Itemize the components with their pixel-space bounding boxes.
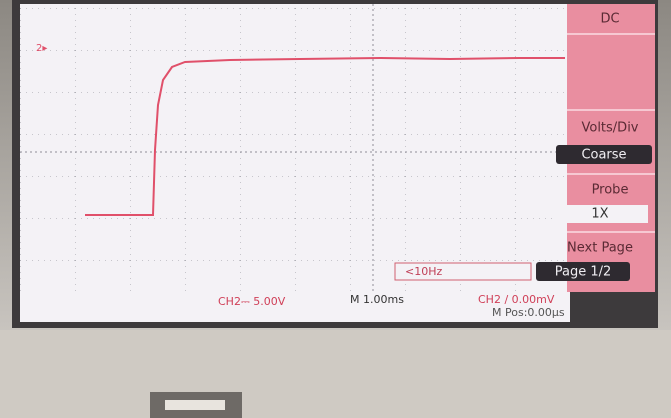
menu-next-page[interactable]: Next Page: [567, 241, 633, 256]
menu-volts-div-value[interactable]: Coarse: [581, 148, 626, 163]
trigger-level: CH2 ∕ 0.00mV: [478, 293, 555, 306]
channel-scale: CH2⎓ 5.00V: [218, 295, 286, 308]
position: M Pos:0.00μs: [492, 306, 565, 319]
usb-slot: [165, 400, 225, 410]
menu-page-value[interactable]: Page 1/2: [555, 265, 612, 280]
time-base: M 1.00ms: [350, 293, 404, 306]
trigger-freq-box: [394, 262, 532, 281]
channel-marker: 2▸: [36, 43, 47, 54]
menu-value-box: [552, 205, 648, 223]
menu-value-box: [536, 262, 630, 281]
trigger-frequency: <10Hz: [405, 265, 442, 278]
menu-value-box: [556, 145, 652, 164]
waveform-trace: [85, 56, 565, 216]
menu-probe[interactable]: Probe: [592, 183, 629, 198]
menu-volts-div[interactable]: Volts/Div: [581, 121, 638, 136]
menu-probe-value[interactable]: 1X: [591, 207, 608, 222]
lower-bezel: [0, 330, 671, 418]
grid: [20, 4, 570, 294]
menu-coupling[interactable]: DC: [600, 12, 619, 27]
